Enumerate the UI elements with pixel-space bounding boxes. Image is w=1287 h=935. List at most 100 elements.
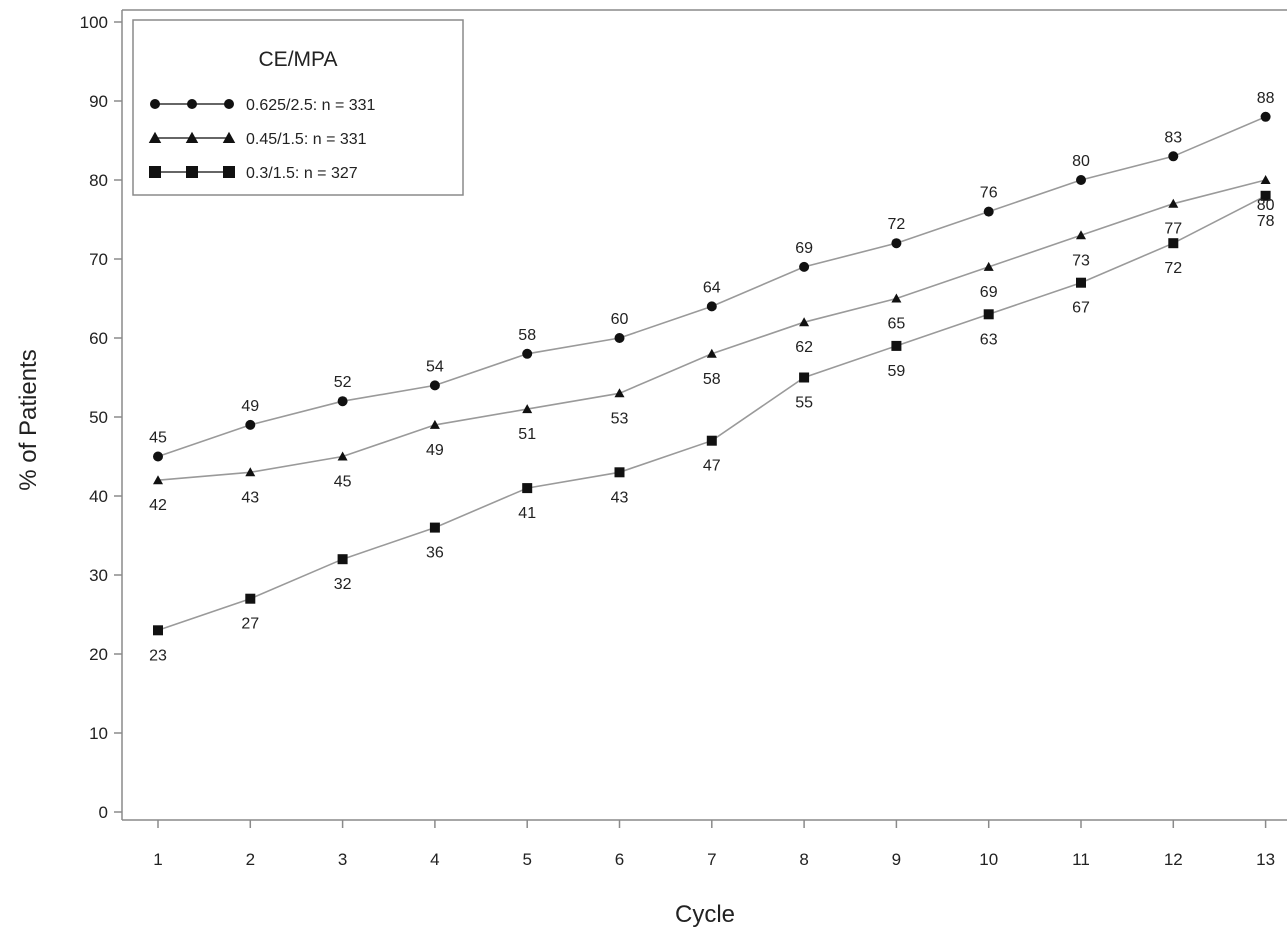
data-label: 53: [611, 410, 629, 427]
data-label: 42: [149, 497, 167, 514]
data-point-circle: [429, 380, 440, 391]
data-label: 36: [426, 545, 444, 562]
data-point-square: [983, 309, 994, 320]
series-line-triangle: [157, 179, 1266, 481]
data-label: 62: [795, 339, 813, 356]
data-label: 32: [334, 576, 352, 593]
data-point-triangle: [1168, 198, 1179, 208]
y-tick-label: 100: [80, 13, 108, 32]
data-point-triangle: [153, 475, 163, 485]
data-point-triangle: [245, 467, 256, 477]
legend-marker-square: [223, 166, 235, 178]
data-point-triangle: [522, 404, 533, 414]
data-label: 45: [334, 474, 352, 491]
x-tick-label: 3: [338, 850, 347, 869]
data-label: 59: [888, 363, 906, 380]
data-point-square: [706, 435, 717, 446]
data-label: 43: [611, 489, 629, 506]
data-label: 83: [1164, 129, 1182, 146]
data-label: 76: [980, 185, 998, 202]
data-label: 23: [149, 647, 167, 664]
data-label: 65: [888, 316, 906, 333]
data-point-triangle: [983, 261, 994, 271]
data-point-circle: [522, 348, 533, 359]
data-label: 54: [426, 358, 444, 375]
legend-box: [132, 19, 464, 196]
data-label: 88: [1257, 90, 1275, 107]
data-label: 78: [1257, 213, 1275, 230]
data-point-circle: [245, 419, 256, 430]
y-tick-label: 20: [89, 645, 108, 664]
data-label: 67: [1072, 300, 1090, 317]
x-tick-label: 10: [979, 850, 998, 869]
data-label: 69: [795, 240, 813, 257]
data-label: 55: [795, 395, 813, 412]
y-tick-label: 30: [89, 566, 108, 585]
data-label: 58: [518, 327, 536, 344]
legend-title: CE/MPA: [259, 48, 338, 71]
x-tick-label: 7: [707, 850, 716, 869]
x-tick-label: 2: [246, 850, 255, 869]
data-label: 52: [334, 374, 352, 391]
y-tick-label: 70: [89, 250, 108, 269]
legend-marker-circle: [150, 99, 160, 109]
data-label: 58: [703, 371, 721, 388]
data-point-square: [1260, 190, 1271, 201]
data-point-triangle: [1260, 175, 1271, 184]
data-point-square: [1168, 238, 1179, 249]
data-point-triangle: [799, 317, 810, 327]
data-point-circle: [614, 333, 625, 343]
data-label: 60: [611, 311, 629, 328]
data-point-square: [429, 522, 440, 533]
y-tick-label: 40: [89, 487, 108, 506]
data-point-circle: [1076, 175, 1086, 185]
legend-marker-triangle: [148, 131, 162, 143]
legend-marker-triangle: [222, 131, 236, 143]
data-label: 80: [1072, 153, 1090, 170]
data-point-square: [1076, 277, 1086, 288]
data-point-circle: [337, 396, 348, 407]
legend-marker-triangle: [185, 131, 199, 143]
y-tick-label: 60: [89, 329, 108, 348]
data-point-square: [614, 467, 625, 478]
data-label: 47: [703, 458, 721, 475]
legend-marker-square: [186, 166, 198, 178]
x-tick-label: 1: [153, 850, 162, 869]
data-point-circle: [153, 451, 163, 462]
y-axis-title: % of Patients: [15, 349, 42, 490]
y-tick-label: 80: [89, 171, 108, 190]
y-tick-label: 90: [89, 92, 108, 111]
data-point-circle: [891, 238, 902, 249]
data-point-circle: [983, 206, 994, 217]
x-tick-label: 8: [799, 850, 808, 869]
data-label: 72: [1164, 260, 1182, 277]
data-label: 49: [426, 442, 444, 459]
legend-marker-circle: [187, 99, 197, 109]
y-tick-label: 10: [89, 724, 108, 743]
data-point-triangle: [706, 348, 717, 358]
y-tick-label: 50: [89, 408, 108, 427]
data-label: 63: [980, 331, 998, 348]
series-line-square: [157, 195, 1266, 632]
data-label: 43: [241, 489, 259, 506]
data-label: 45: [149, 430, 167, 447]
data-point-circle: [1168, 151, 1179, 162]
data-label: 49: [241, 398, 259, 415]
data-label: 27: [241, 616, 259, 633]
x-tick-label: 6: [615, 850, 624, 869]
data-point-triangle: [891, 293, 902, 303]
data-point-square: [799, 372, 810, 383]
x-tick-label: 5: [522, 850, 531, 869]
x-tick-label: 9: [892, 850, 901, 869]
data-point-circle: [799, 261, 810, 272]
data-label: 41: [518, 505, 536, 522]
data-point-triangle: [337, 451, 348, 461]
data-point-circle: [1260, 111, 1271, 122]
data-label: 77: [1164, 221, 1182, 238]
legend-entry-label: 0.45/1.5: n = 331: [246, 131, 367, 148]
x-tick-label: 11: [1072, 850, 1090, 869]
legend-marker-square: [149, 166, 161, 178]
legend-entry-label: 0.625/2.5: n = 331: [246, 97, 376, 114]
data-point-square: [522, 483, 533, 494]
